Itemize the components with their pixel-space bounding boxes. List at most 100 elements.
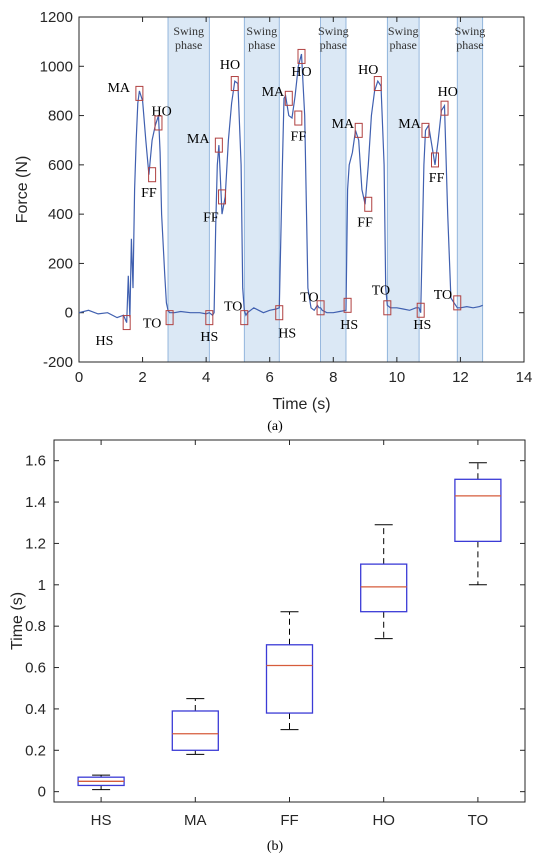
event-marker-ho (297, 48, 306, 64)
event-marker-to (453, 295, 462, 311)
y-tick-label: 600 (48, 157, 73, 174)
event-label-ff: FF (429, 171, 445, 186)
event-marker-ma (214, 137, 223, 153)
y-tick-label: 1 (38, 577, 46, 594)
y-axis-ticks: 0 0.2 0.4 0.6 0.8 1 1.2 1.4 1.6 (25, 453, 525, 801)
event-markers (122, 48, 462, 331)
x-tick-label: MA (184, 812, 207, 829)
x-tick-label: 8 (329, 369, 337, 386)
event-label-ho: HO (358, 63, 378, 78)
y-tick-label: 0.6 (25, 660, 46, 677)
event-label-ho: HO (152, 105, 172, 120)
swing-phase-label-line2: phase (248, 38, 275, 52)
event-marker-ma (135, 85, 144, 101)
x-tick-label: 10 (389, 369, 406, 386)
event-labels: MAHOFFHSTOMAHOFFHSTOMAHOFFHSTOMAHOFFHSTO… (95, 58, 457, 349)
y-tick-label: 1.6 (25, 453, 46, 470)
box-iqr (171, 710, 219, 751)
event-marker-ho (230, 76, 239, 92)
event-label-to: TO (300, 291, 318, 306)
event-label-ff: FF (291, 129, 307, 144)
y-tick-label: 0.8 (25, 618, 46, 635)
event-label-ma: MA (262, 85, 285, 100)
y-tick-label: 200 (48, 255, 73, 272)
event-label-hs: HS (278, 326, 296, 341)
panel-label-a: (a) (267, 419, 283, 434)
event-marker-ff (148, 167, 157, 183)
y-tick-label: 1000 (40, 58, 73, 75)
plot-area-frame (78, 16, 525, 363)
event-marker-ff (364, 196, 373, 212)
y-tick-label: 0.2 (25, 742, 46, 759)
swing-phase-label-line2: phase (320, 38, 347, 52)
swing-phase-regions: SwingphaseSwingphaseSwingphaseSwingphase… (167, 16, 485, 363)
swing-phase-region (320, 16, 347, 363)
y-axis-ticks: -200 0 200 400 600 800 1000 1200 (40, 9, 524, 371)
event-marker-hs (416, 302, 425, 318)
event-label-to: TO (143, 317, 161, 332)
swing-phase-region (167, 16, 210, 363)
event-timing-boxplot: 0 0.2 0.4 0.6 0.8 1 1.2 1.4 1.6 HS MA FF HO TO Time … (9, 439, 526, 854)
x-axis-ticks: HS MA FF HO TO (91, 440, 489, 829)
event-marker-ho (373, 76, 382, 92)
x-tick-label: TO (468, 812, 489, 829)
event-label-hs: HS (95, 334, 113, 349)
event-label-ho: HO (291, 65, 311, 80)
boxes (77, 462, 502, 791)
x-tick-label: HS (91, 812, 112, 829)
box-to (454, 462, 502, 586)
event-marker-hs (122, 315, 131, 331)
x-tick-label: HO (372, 812, 395, 829)
box-hs (77, 774, 125, 791)
y-tick-label: 0.4 (25, 701, 46, 718)
box-ff (265, 611, 314, 731)
x-tick-label: 0 (75, 369, 83, 386)
y-axis-label: Time (s) (9, 592, 26, 650)
event-marker-ho (154, 115, 163, 131)
event-label-ma: MA (187, 132, 210, 147)
x-tick-label: 12 (452, 369, 469, 386)
event-marker-hs (343, 297, 352, 313)
swing-phase-label-line2: phase (390, 38, 417, 52)
force-time-chart: SwingphaseSwingphaseSwingphaseSwingphase… (14, 9, 532, 434)
y-tick-label: 0 (65, 305, 73, 322)
event-marker-ma (284, 90, 293, 106)
swing-phase-label-line2: phase (456, 38, 483, 52)
y-tick-label: 1200 (40, 9, 73, 26)
x-tick-label: 14 (516, 369, 533, 386)
event-marker-ff (294, 110, 303, 126)
y-tick-label: 400 (48, 206, 73, 223)
y-tick-label: 800 (48, 108, 73, 125)
box-ma (171, 698, 219, 755)
event-label-ho: HO (438, 85, 458, 100)
swing-phase-label-line2: phase (175, 38, 202, 52)
box-ho (360, 524, 408, 640)
event-label-hs: HS (413, 318, 431, 333)
event-marker-hs (275, 305, 284, 321)
y-tick-label: 1.4 (25, 494, 46, 511)
y-tick-label: 1.2 (25, 535, 46, 552)
event-label-ff: FF (203, 211, 219, 226)
event-marker-ho (440, 100, 449, 116)
swing-phase-region (243, 16, 280, 363)
y-tick-label: 0 (38, 784, 46, 801)
box-iqr (265, 644, 314, 714)
box-iqr (454, 478, 502, 543)
panel-label-b: (b) (267, 839, 284, 854)
event-marker-hs (205, 310, 214, 326)
x-tick-label: FF (280, 812, 298, 829)
box-iqr (360, 563, 408, 613)
event-marker-ff (431, 152, 439, 168)
event-label-to: TO (224, 299, 242, 314)
event-marker-to (240, 310, 249, 326)
swing-phase-label-line1: Swing (388, 24, 419, 38)
event-label-ma: MA (332, 117, 355, 132)
event-label-ff: FF (357, 216, 373, 231)
swing-phase-label-line1: Swing (246, 24, 277, 38)
event-marker-to (383, 300, 392, 316)
swing-phase-region (456, 16, 484, 363)
swing-phase-region (386, 16, 420, 363)
swing-phase-label-line1: Swing (173, 24, 204, 38)
event-marker-ma (421, 122, 430, 138)
